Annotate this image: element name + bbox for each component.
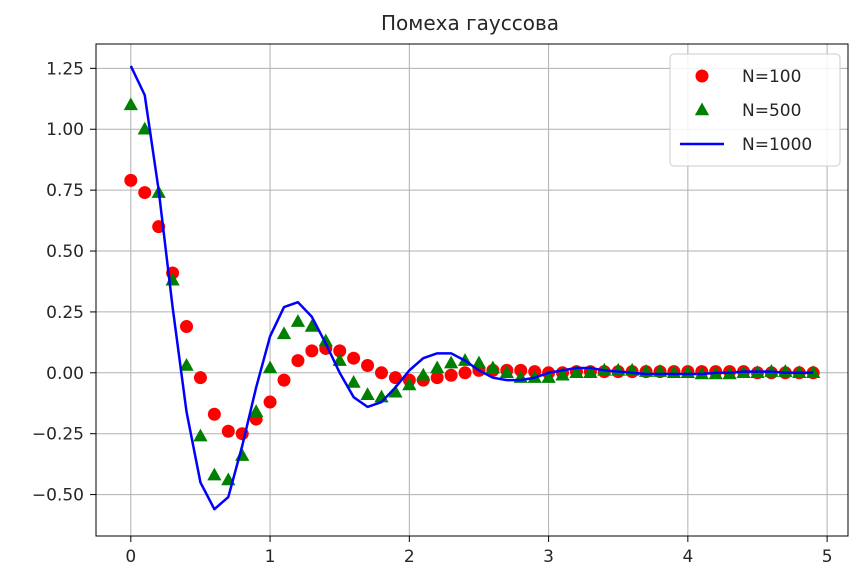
- data-point-n500: [193, 428, 208, 442]
- x-tick-label: 1: [265, 547, 276, 567]
- y-tick-label: 0.50: [46, 242, 84, 262]
- data-point-n100: [193, 371, 207, 385]
- data-point-n500: [541, 370, 556, 383]
- legend-box: [669, 53, 841, 167]
- data-point-n100: [263, 395, 277, 409]
- y-tick-label: −0.50: [32, 486, 84, 506]
- data-point-n100: [374, 366, 388, 380]
- data-point-n500: [318, 333, 333, 347]
- x-tick-label: 0: [125, 547, 136, 567]
- data-point-n100: [444, 368, 458, 382]
- x-tick-label: 3: [543, 547, 554, 567]
- legend-marker-n500: [694, 102, 710, 116]
- x-tick-label: 2: [404, 547, 415, 567]
- data-point-n100: [305, 344, 319, 358]
- data-point-n500: [304, 319, 319, 332]
- data-point-n100: [277, 373, 291, 387]
- data-point-n500: [555, 367, 570, 381]
- data-point-n100: [180, 320, 194, 334]
- y-tick-label: 0.25: [46, 303, 84, 323]
- y-tick-label: 1.25: [46, 59, 84, 79]
- data-point-n500: [388, 384, 403, 398]
- data-point-n100: [221, 424, 235, 438]
- data-point-n500: [346, 375, 361, 388]
- data-point-n100: [138, 186, 152, 200]
- data-point-n500: [416, 367, 431, 381]
- data-point-n500: [123, 97, 138, 111]
- y-tick-label: 0.75: [46, 181, 84, 201]
- y-tick-label: −0.25: [32, 425, 84, 445]
- legend: N=100 N=500 N=1000: [669, 53, 841, 167]
- data-point-n500: [569, 365, 584, 379]
- legend-label: N=1000: [742, 135, 812, 155]
- x-tick-label: 4: [682, 547, 693, 567]
- data-point-n500: [262, 360, 278, 374]
- chart-title: Помеха гауссова: [381, 11, 559, 35]
- data-point-n500: [179, 358, 194, 371]
- y-tick-label: 1.00: [46, 120, 84, 140]
- data-point-n500: [430, 360, 445, 374]
- data-point-n100: [207, 407, 221, 421]
- plot-area-frame: [95, 43, 849, 537]
- data-point-n500: [276, 326, 292, 340]
- data-point-n500: [485, 360, 501, 374]
- data-point-n100: [124, 173, 138, 187]
- data-point-n500: [443, 355, 459, 369]
- grid-lines: [96, 44, 848, 536]
- legend-label: N=100: [742, 67, 801, 87]
- data-point-n100: [430, 371, 444, 385]
- x-tick-label: 5: [822, 547, 833, 567]
- data-point-n100: [333, 344, 347, 358]
- data-point-n100: [347, 351, 361, 365]
- data-point-n500: [249, 404, 264, 418]
- y-tick-label: 0.00: [46, 364, 84, 384]
- data-point-n500: [137, 121, 152, 135]
- data-point-n500: [290, 314, 306, 327]
- data-point-n100: [291, 354, 305, 368]
- plot-series: [123, 65, 821, 511]
- data-point-n100: [388, 371, 402, 385]
- legend-label: N=500: [742, 101, 801, 121]
- data-point-n500: [583, 365, 598, 379]
- data-point-n500: [471, 355, 487, 369]
- data-point-n100: [361, 359, 375, 373]
- data-point-n100: [458, 366, 472, 380]
- data-point-n500: [499, 365, 514, 379]
- data-point-n500: [360, 387, 375, 400]
- series-line-n1000: [129, 65, 814, 511]
- data-point-n500: [207, 467, 222, 481]
- data-point-n500: [402, 377, 417, 391]
- axis-ticks: 0 1 2 3 4 5 −0.50 −0.25 0.00 0.25 0.50 0.75 1.00 1.25: [32, 59, 833, 567]
- legend-marker-n100: [695, 69, 709, 83]
